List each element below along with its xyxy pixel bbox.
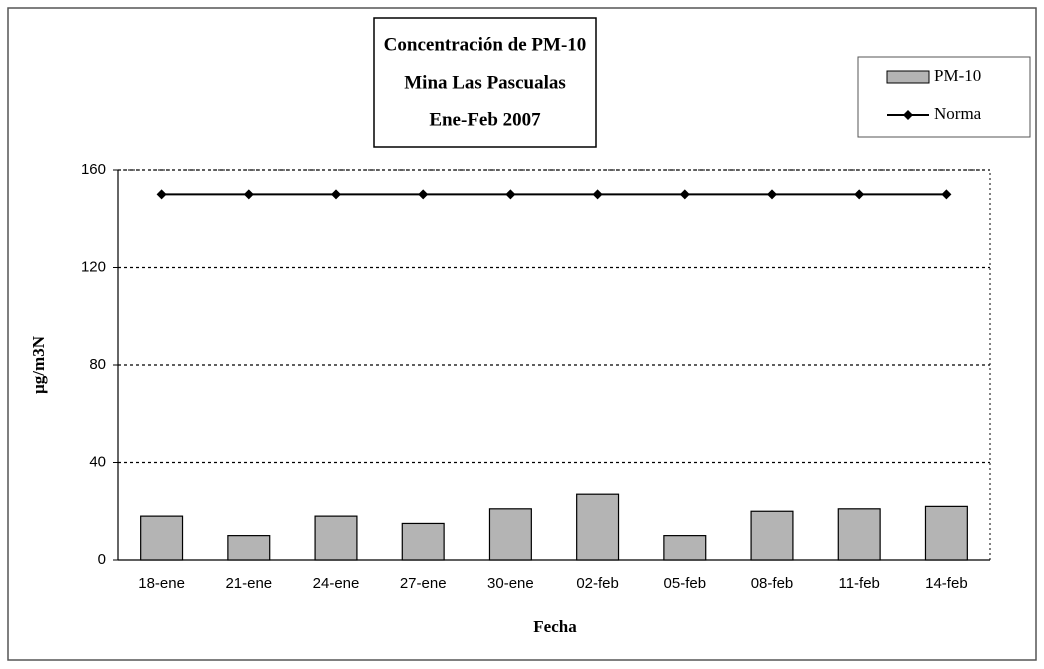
bar: [663, 535, 707, 561]
marker: [505, 189, 516, 200]
y-tick-label: 120: [81, 258, 106, 275]
x-tick-label: 11-feb: [838, 575, 879, 592]
marker: [679, 189, 690, 200]
legend-swatch: [903, 110, 913, 120]
legend-label: PM-10: [934, 66, 981, 85]
x-tick-label: 27-ene: [400, 575, 447, 592]
y-tick-label: 0: [98, 551, 106, 568]
legend-box: [857, 56, 1031, 138]
marker: [767, 189, 777, 200]
y-axis-label: µg/m3N: [29, 335, 48, 394]
bar: [837, 508, 881, 561]
bar: [750, 510, 794, 561]
bar: [924, 505, 968, 561]
x-tick-label: 30-ene: [487, 575, 534, 592]
chart-title: Concentración de PM-10: [384, 34, 587, 55]
marker: [156, 189, 167, 200]
x-tick-label: 18-ene: [138, 575, 185, 592]
marker: [243, 189, 254, 200]
x-tick-label: 14-feb: [925, 575, 968, 592]
chart-title: Mina Las Pascualas: [404, 72, 566, 93]
chart-title: Ene-Feb 2007: [429, 109, 541, 130]
bar: [401, 522, 445, 561]
marker: [418, 189, 429, 200]
marker: [331, 189, 341, 200]
title-box: [373, 17, 597, 148]
marker: [592, 189, 603, 200]
y-tick-label: 80: [89, 356, 106, 373]
bar: [314, 515, 358, 561]
plot-area: [117, 169, 991, 561]
x-tick-label: 08-feb: [751, 575, 794, 592]
legend-swatch: [886, 70, 930, 84]
marker: [941, 189, 952, 200]
bar: [227, 535, 271, 561]
bar: [488, 508, 532, 561]
bar: [140, 515, 184, 561]
x-tick-label: 05-feb: [664, 575, 707, 592]
y-tick-label: 40: [89, 453, 106, 470]
legend-label: Norma: [934, 104, 982, 123]
x-tick-label: 24-ene: [313, 575, 360, 592]
bar: [576, 493, 620, 561]
marker: [854, 189, 865, 200]
y-tick-label: 160: [81, 161, 106, 178]
x-axis-label: Fecha: [533, 617, 577, 636]
x-tick-label: 02-feb: [576, 575, 619, 592]
x-tick-label: 21-ene: [225, 575, 272, 592]
